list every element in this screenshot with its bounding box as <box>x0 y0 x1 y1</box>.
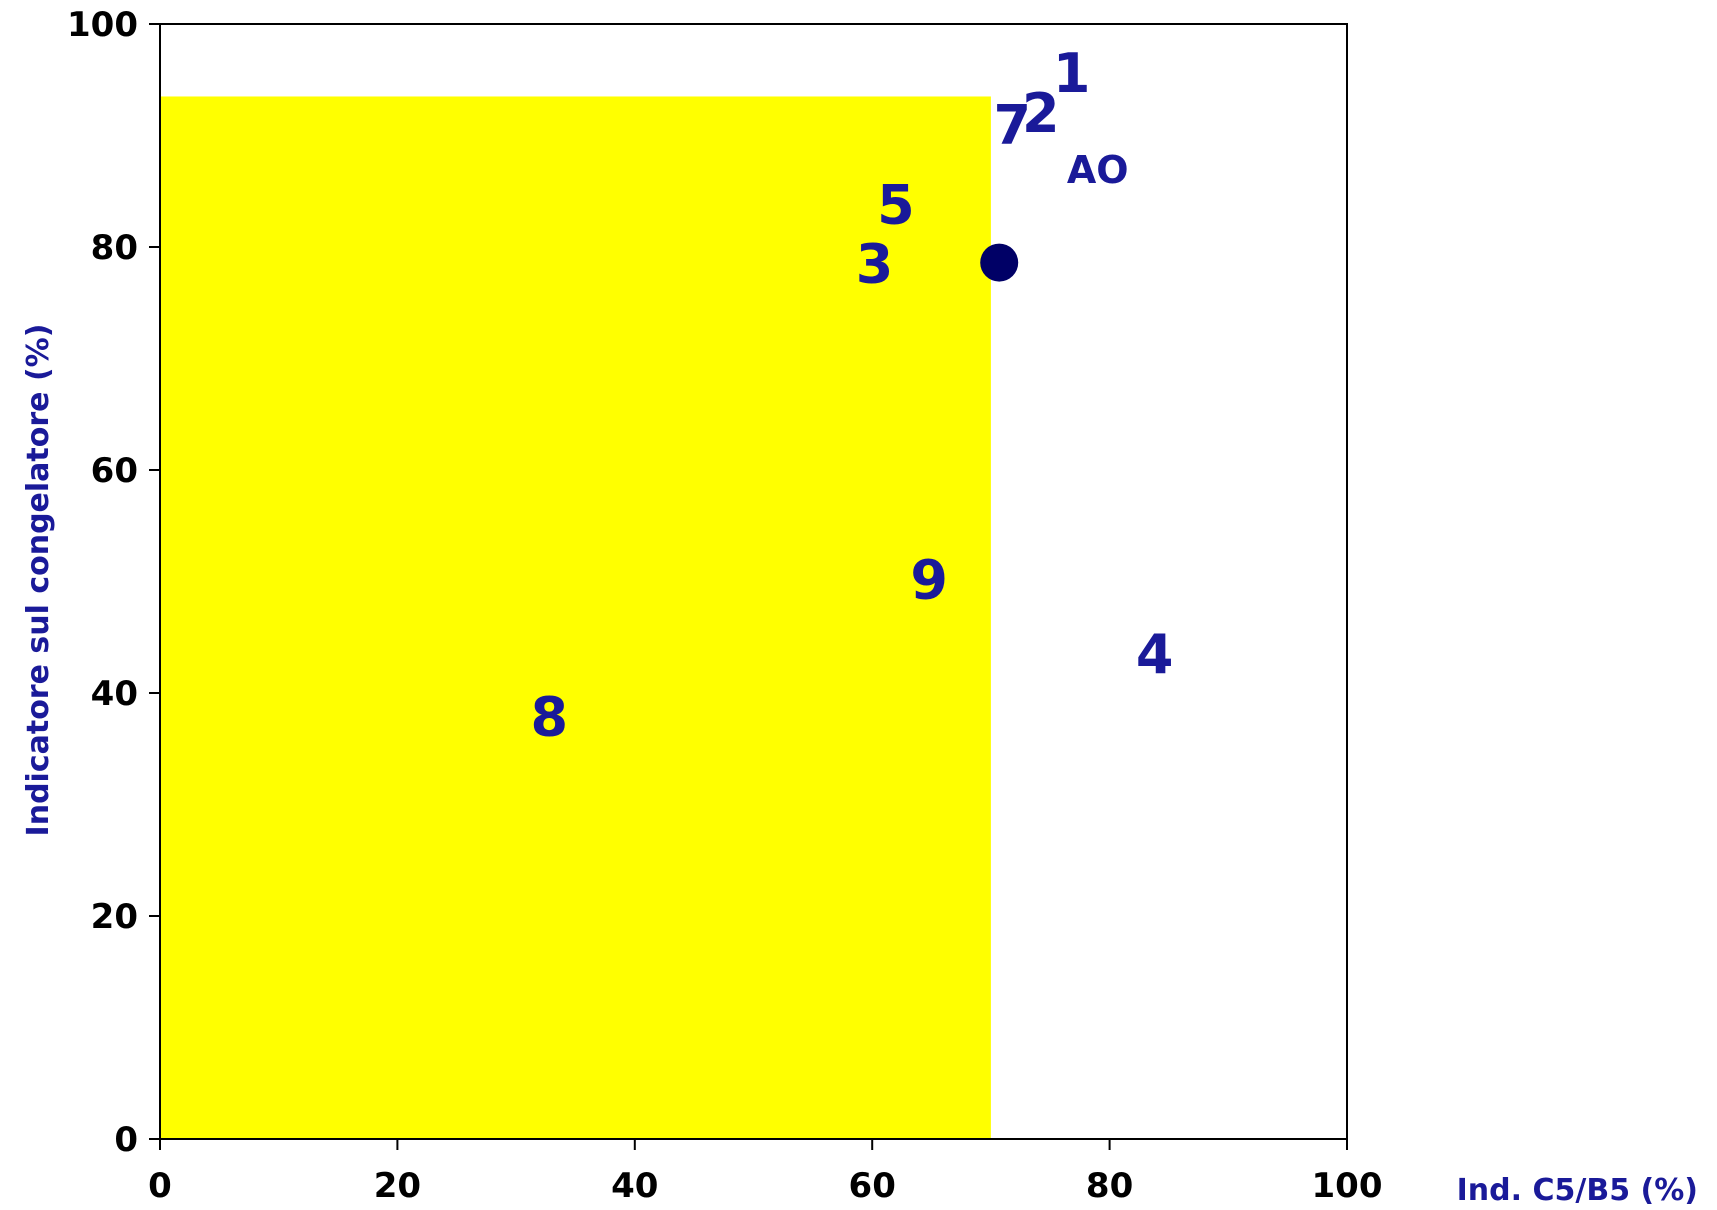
point-label-9: 9 <box>910 548 948 611</box>
y-axis-ticks: 0 20 40 60 80 100 <box>67 5 160 1160</box>
axes <box>159 23 1348 1140</box>
point-label-ao: AO <box>1067 148 1129 192</box>
point-label-2: 2 <box>1022 82 1060 145</box>
point-label-8: 8 <box>531 685 569 748</box>
x-tick-label: 20 <box>374 1166 421 1206</box>
point-label-3: 3 <box>856 233 894 296</box>
y-axis-title: Indicatore sul congelatore (%) <box>21 324 56 837</box>
x-tick-label: 60 <box>849 1166 896 1206</box>
y-tick-label: 40 <box>91 674 138 714</box>
x-tick-label: 0 <box>148 1166 172 1206</box>
y-tick-label: 0 <box>114 1120 138 1160</box>
x-axis-title: Ind. C5/B5 (%) <box>1457 1173 1698 1208</box>
point-label-7: 7 <box>993 93 1031 156</box>
y-tick-label: 60 <box>91 451 138 491</box>
x-axis-ticks: 0 20 40 60 80 100 <box>148 1139 1382 1206</box>
reference-point <box>980 243 1019 282</box>
x-tick-label: 80 <box>1086 1166 1133 1206</box>
y-tick-label: 20 <box>91 897 138 937</box>
y-tick-label: 80 <box>91 228 138 268</box>
x-tick-label: 100 <box>1312 1166 1383 1206</box>
plot-frame <box>159 23 1348 1140</box>
highlight-region-layer <box>160 96 991 1140</box>
point-label-4: 4 <box>1136 623 1174 686</box>
x-tick-label: 40 <box>611 1166 658 1206</box>
reference-point-layer <box>980 243 1019 282</box>
y-tick-label: 100 <box>67 5 138 45</box>
point-label-5: 5 <box>877 174 915 237</box>
point-label-1: 1 <box>1053 42 1091 105</box>
highlight-region <box>160 96 991 1140</box>
